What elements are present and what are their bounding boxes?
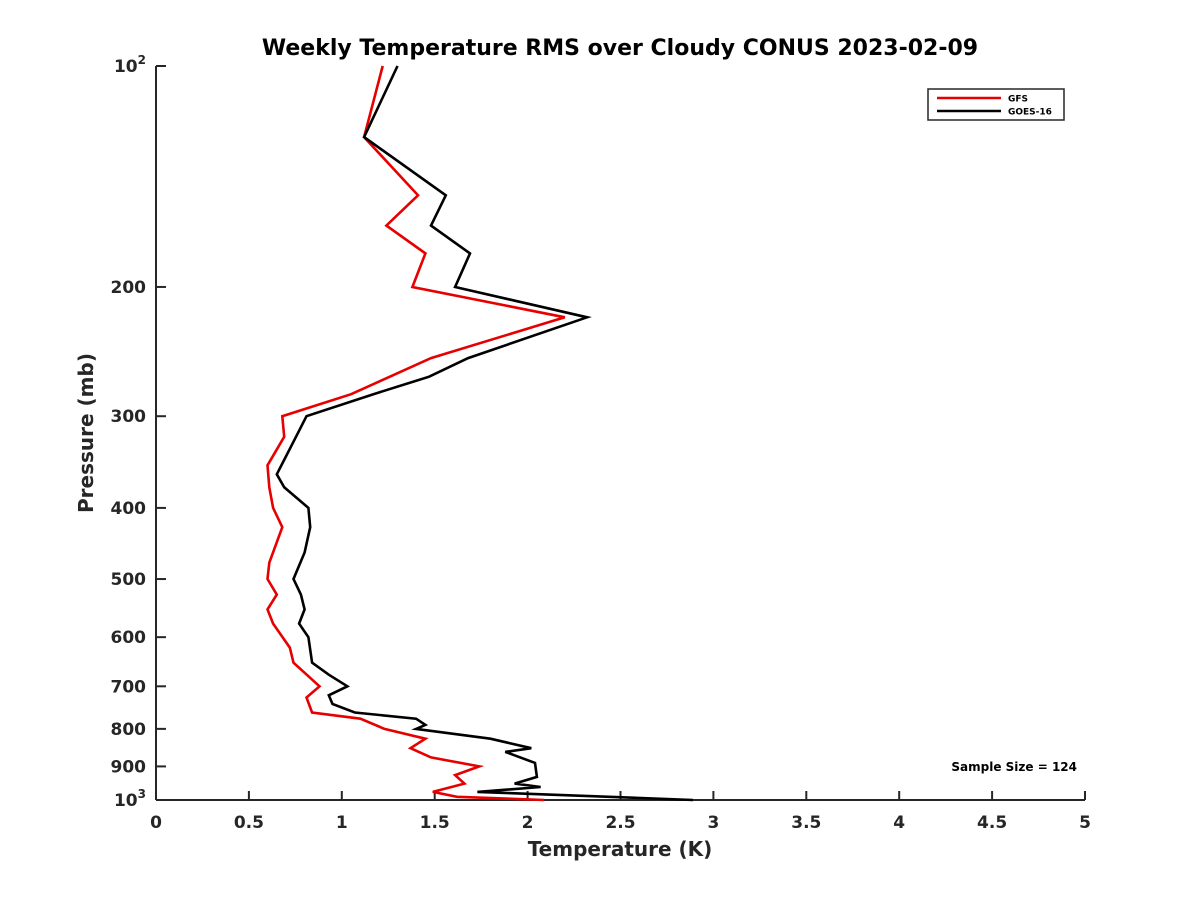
x-tick-label: 0.5 — [234, 813, 264, 833]
series-line-goes-16 — [275, 65, 694, 802]
sample-size-annotation: Sample Size = 124 — [951, 760, 1077, 774]
x-tick-label: 3.5 — [791, 813, 821, 833]
x-tick-label: 4 — [893, 813, 905, 833]
y-tick-label: 200 — [111, 278, 147, 298]
x-tick-label: 1.5 — [420, 813, 450, 833]
legend: GFS GOES-16 — [927, 88, 1065, 121]
y-tick-label: 700 — [111, 677, 147, 697]
y-tick-label: 400 — [111, 499, 147, 519]
x-tick-label: 4.5 — [977, 813, 1007, 833]
x-tick-label: 2.5 — [605, 813, 635, 833]
x-axis-label: Temperature (K) — [528, 837, 713, 861]
y-axis-label: Pressure (mb) — [74, 353, 98, 513]
x-tick-label: 2 — [522, 813, 534, 833]
x-tick-label: 1 — [336, 813, 348, 833]
y-tick-label: 300 — [111, 407, 147, 427]
y-tick-label: 500 — [111, 570, 147, 590]
y-tick-label: 800 — [111, 720, 147, 740]
y-tick-label: 600 — [111, 628, 147, 648]
y-tick-label: 900 — [111, 757, 147, 777]
chart-title: Weekly Temperature RMS over Cloudy CONUS… — [262, 36, 978, 61]
y-tick-label: 102 — [114, 53, 146, 77]
x-tick-label: 3 — [707, 813, 719, 833]
plot-lines — [266, 65, 694, 802]
legend-box — [927, 88, 1065, 121]
axes: 0 0.5 1 1.5 2 2.5 3 3.5 4 4.5 5 102 200 300 400 500 600 7… — [111, 53, 1091, 833]
y-tick-label: 103 — [114, 787, 146, 811]
x-tick-label: 0 — [150, 813, 162, 833]
x-tick-label: 5 — [1079, 813, 1091, 833]
legend-label: GFS — [1008, 95, 1028, 105]
legend-label: GOES-16 — [1008, 108, 1052, 118]
series-line-gfs — [266, 65, 566, 802]
